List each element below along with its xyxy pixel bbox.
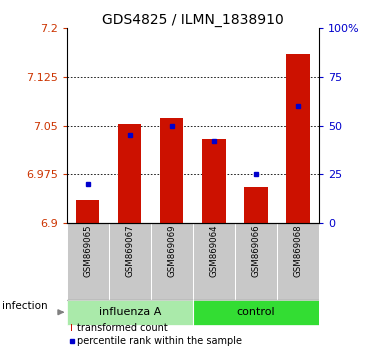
Text: GSM869067: GSM869067 [125,224,134,277]
Text: infection: infection [2,301,47,311]
Bar [244,187,267,223]
Bar [277,223,319,300]
Bar [118,124,141,223]
Bar [286,54,309,223]
Title: GDS4825 / ILMN_1838910: GDS4825 / ILMN_1838910 [102,13,284,27]
Bar [71,324,72,331]
Text: GSM869068: GSM869068 [293,224,302,277]
Bar [151,223,193,300]
Bar [235,223,277,300]
Bar [76,200,99,223]
Text: GSM869064: GSM869064 [210,224,219,277]
Text: percentile rank within the sample: percentile rank within the sample [78,336,242,346]
Bar [202,139,226,223]
Text: GSM869065: GSM869065 [83,224,92,277]
Bar [109,223,151,300]
Bar [193,223,235,300]
Text: control: control [237,307,275,317]
Bar [67,300,193,325]
Text: GSM869069: GSM869069 [167,224,176,277]
Text: GSM869066: GSM869066 [252,224,260,277]
Text: transformed count: transformed count [78,323,168,333]
Bar [160,118,183,223]
Bar [67,223,109,300]
Bar [193,300,319,325]
Text: influenza A: influenza A [99,307,161,317]
